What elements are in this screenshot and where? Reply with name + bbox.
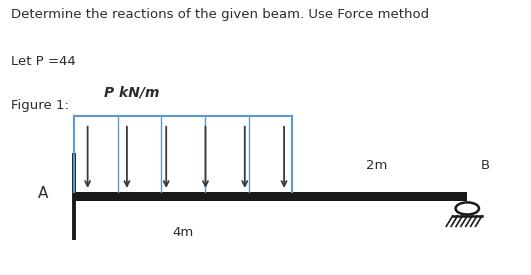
Bar (74, 192, 467, 201)
Text: B: B (481, 159, 490, 172)
Text: Figure 1:: Figure 1: (11, 99, 68, 112)
Text: Let P =44: Let P =44 (11, 55, 75, 68)
Text: Determine the reactions of the given beam. Use Force method: Determine the reactions of the given bea… (11, 8, 429, 21)
Text: A: A (37, 186, 48, 201)
Text: 2m: 2m (366, 159, 388, 172)
Text: P kN/m: P kN/m (104, 85, 159, 99)
Text: 4m: 4m (173, 226, 194, 238)
